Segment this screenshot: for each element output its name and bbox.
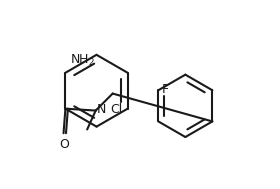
Text: Cl: Cl	[111, 103, 123, 116]
Text: O: O	[60, 138, 69, 151]
Text: N: N	[97, 104, 107, 116]
Text: F: F	[162, 83, 169, 96]
Text: NH$_2$: NH$_2$	[70, 53, 95, 68]
